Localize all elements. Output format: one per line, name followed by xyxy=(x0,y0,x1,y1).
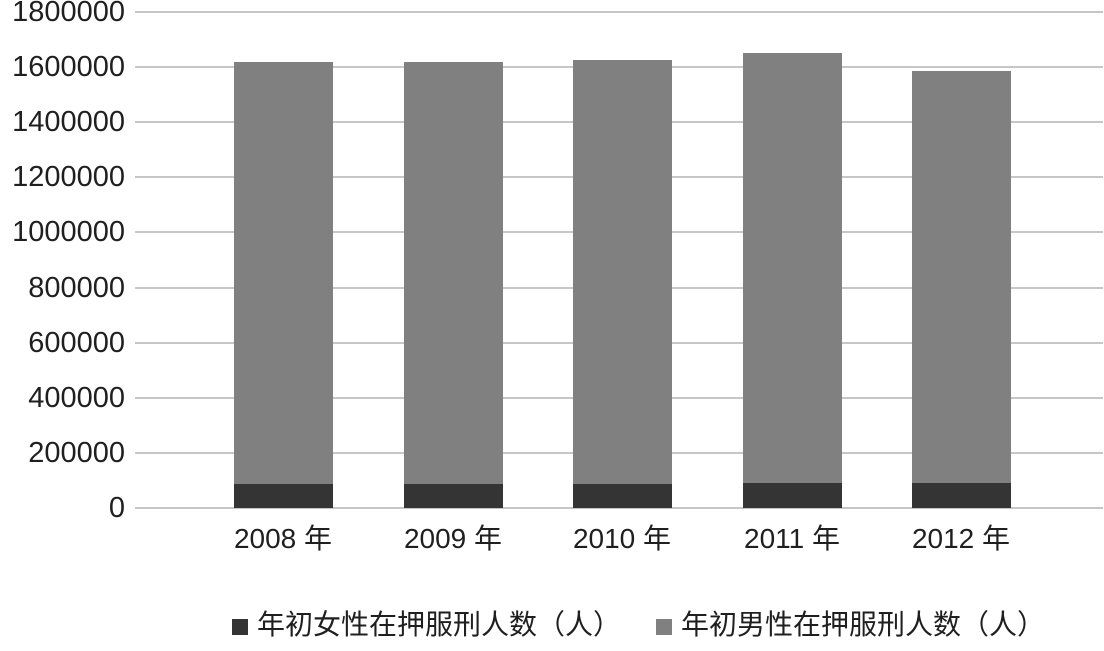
bar-segment-female xyxy=(572,484,672,508)
y-axis-labels: 1800000 1600000 1400000 1200000 1000000 80000… xyxy=(0,0,125,560)
gridline xyxy=(135,11,1103,13)
bar-segment-male xyxy=(742,53,842,484)
y-tick-label: 800000 xyxy=(28,271,125,304)
x-axis-labels: 2008 年 2009 年 2010 年 2011 年 2012 年 xyxy=(0,522,1104,558)
legend-label-male: 年初男性在押服刑人数（人） xyxy=(681,609,1046,640)
bar-group xyxy=(742,53,842,508)
y-tick-label: 1000000 xyxy=(12,216,125,249)
legend-item-female: 年初女性在押服刑人数（人） xyxy=(232,606,621,644)
y-tick-label: 200000 xyxy=(28,436,125,469)
bar-segment-male xyxy=(233,61,333,485)
bar-segment-female xyxy=(403,484,503,508)
x-tick-label: 2012 年 xyxy=(911,523,1011,554)
plot-area xyxy=(135,11,1103,509)
bar-segment-male xyxy=(403,61,503,485)
bar-segment-male xyxy=(911,71,1011,484)
bar-segment-male xyxy=(572,60,672,485)
y-tick-label: 400000 xyxy=(28,381,125,414)
bar-group xyxy=(233,61,333,508)
bar-group xyxy=(572,60,672,508)
y-tick-label: 1400000 xyxy=(12,106,125,139)
bar-group xyxy=(911,71,1011,508)
legend-swatch-female-icon xyxy=(232,618,248,635)
x-tick-label: 2011 年 xyxy=(744,523,840,554)
x-tick-label: 2010 年 xyxy=(572,523,672,554)
legend-item-male: 年初男性在押服刑人数（人） xyxy=(656,606,1045,644)
y-tick-label: 600000 xyxy=(28,326,125,359)
bar-segment-female xyxy=(233,484,333,508)
legend-label-female: 年初女性在押服刑人数（人） xyxy=(257,609,622,640)
bar-segment-female xyxy=(742,483,842,508)
y-tick-label: 0 xyxy=(108,492,125,524)
y-tick-label: 1200000 xyxy=(12,161,125,194)
x-tick-label: 2008 年 xyxy=(233,523,333,554)
bar-group xyxy=(403,61,503,508)
y-tick-label: 1600000 xyxy=(12,51,125,84)
legend: 年初女性在押服刑人数（人） 年初男性在押服刑人数（人） xyxy=(232,606,1045,644)
x-tick-label: 2009 年 xyxy=(403,523,503,554)
gridline xyxy=(135,507,1103,509)
y-tick-label: 1800000 xyxy=(12,0,125,28)
legend-swatch-male-icon xyxy=(656,618,673,635)
bar-segment-female xyxy=(911,483,1011,508)
